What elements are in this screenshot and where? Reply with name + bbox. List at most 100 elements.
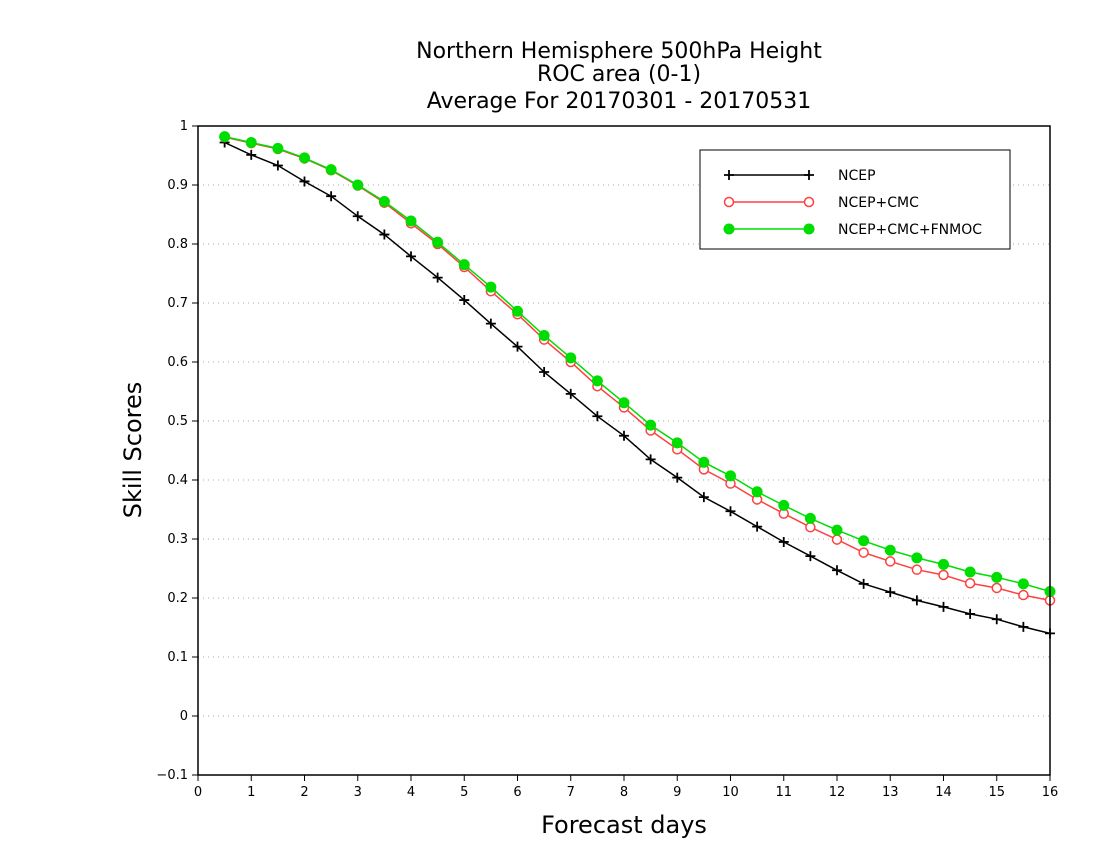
data-point-ncep — [246, 149, 257, 160]
data-point-ncep — [299, 176, 310, 187]
data-point-ncep-cmc-fnmoc — [378, 196, 390, 208]
y-tick-label: 0.5 — [167, 414, 188, 429]
data-point-ncep — [539, 367, 550, 378]
series-ncep-cmc-fnmoc — [219, 131, 1056, 598]
x-tick-label: 16 — [1042, 785, 1059, 800]
data-point-ncep-cmc-fnmoc — [671, 437, 683, 449]
data-point-ncep-cmc-fnmoc — [565, 352, 577, 364]
y-tick-label: 0 — [180, 709, 188, 724]
data-point-ncep — [938, 601, 949, 612]
plot-frame — [197, 125, 1051, 776]
x-tick-label: 0 — [194, 785, 202, 800]
data-point-ncep — [406, 251, 416, 262]
data-point-ncep — [326, 191, 337, 202]
y-tick-label: 0.6 — [167, 355, 188, 370]
y-tick-label: 0.1 — [167, 650, 188, 665]
x-tick-label: 3 — [354, 785, 362, 800]
axis-ticks: −0.100.10.20.30.40.50.60.70.80.910 1 2 3 4 5 6… — [156, 119, 1058, 800]
data-point-ncep — [752, 521, 763, 532]
legend-marker-ncep-cmc — [803, 196, 815, 208]
x-tick-label: 1 — [247, 785, 255, 800]
data-point-ncep-cmc-fnmoc — [538, 329, 550, 341]
data-point-ncep-cmc-fnmoc — [938, 558, 949, 570]
y-tick-label: 0.8 — [167, 237, 188, 252]
chart-title-line-3: Average For 20170301 - 20170531 — [427, 89, 812, 114]
data-point-ncep — [725, 506, 736, 517]
x-tick-label: 9 — [673, 785, 681, 800]
x-tick-label: 7 — [567, 785, 575, 800]
series-ncep — [219, 137, 1055, 639]
data-point-ncep-cmc — [831, 534, 843, 545]
y-tick-label: 0.4 — [167, 473, 188, 488]
data-point-ncep-cmc-fnmoc — [831, 524, 843, 536]
data-point-ncep — [645, 454, 656, 465]
data-point-ncep-cmc — [1018, 589, 1029, 601]
data-point-ncep — [592, 411, 603, 422]
x-tick-label: 12 — [829, 785, 846, 800]
x-tick-label: 2 — [300, 785, 308, 800]
data-point-ncep-cmc-fnmoc — [219, 131, 231, 143]
y-tick-label: 0.7 — [167, 296, 188, 311]
data-point-ncep-cmc-fnmoc — [512, 305, 523, 317]
legend-label-ncep-cmc-fnmoc: NCEP+CMC+FNMOC — [838, 222, 982, 238]
data-point-ncep-cmc-fnmoc — [964, 566, 976, 578]
data-point-ncep — [565, 388, 576, 399]
data-point-ncep — [352, 211, 363, 222]
y-tick-label: 0.9 — [167, 178, 188, 193]
data-point-ncep-cmc-fnmoc — [245, 137, 257, 149]
x-tick-label: 6 — [513, 785, 521, 800]
data-point-ncep-cmc — [911, 564, 923, 575]
data-point-ncep-cmc — [991, 582, 1002, 594]
data-point-ncep-cmc-fnmoc — [991, 571, 1003, 583]
plot-series — [219, 131, 1056, 639]
y-tick-label: 0.3 — [167, 532, 188, 547]
y-axis-label: Skill Scores — [119, 382, 147, 519]
data-point-ncep-cmc-fnmoc — [405, 215, 417, 227]
x-tick-label: 5 — [460, 785, 468, 800]
legend-marker-ncep-cmc-fnmoc — [723, 223, 735, 235]
data-point-ncep-cmc-fnmoc — [272, 142, 284, 154]
data-point-ncep-cmc-fnmoc — [485, 281, 497, 293]
x-tick-label: 14 — [935, 785, 952, 800]
data-point-ncep-cmc-fnmoc — [698, 456, 710, 468]
y-tick-label: 0.2 — [167, 591, 188, 606]
data-point-ncep-cmc-fnmoc — [804, 512, 816, 524]
data-point-ncep-cmc-fnmoc — [299, 152, 310, 164]
legend-marker-ncep-cmc — [723, 196, 735, 208]
data-point-ncep — [1018, 621, 1029, 632]
data-point-ncep — [459, 295, 470, 306]
series-line-ncep — [224, 141, 1051, 635]
data-point-ncep-cmc-fnmoc — [725, 470, 736, 482]
data-point-ncep — [778, 536, 789, 547]
legend-label-ncep-cmc: NCEP+CMC — [838, 195, 919, 211]
data-point-ncep-cmc-fnmoc — [458, 259, 470, 271]
data-point-ncep — [885, 587, 896, 598]
data-point-ncep — [698, 492, 709, 503]
data-point-ncep-cmc-fnmoc — [858, 535, 870, 547]
data-point-ncep-cmc-fnmoc — [1017, 578, 1029, 590]
data-point-ncep-cmc-fnmoc — [325, 164, 337, 176]
data-point-ncep — [619, 430, 629, 441]
data-point-ncep-cmc-fnmoc — [352, 179, 364, 191]
data-point-ncep-cmc-fnmoc — [751, 486, 763, 498]
chart-title-line-1: Northern Hemisphere 500hPa Height — [416, 39, 822, 64]
x-tick-label: 8 — [620, 785, 628, 800]
legend: NCEP NCEP+CMC NCEP+CMC+FNMOC — [699, 149, 1011, 250]
data-point-ncep — [485, 318, 496, 329]
data-point-ncep-cmc-fnmoc — [884, 544, 896, 556]
x-tick-label: 13 — [882, 785, 899, 800]
data-point-ncep — [432, 272, 443, 283]
grid-lines — [198, 184, 1050, 717]
data-point-ncep — [272, 160, 283, 171]
data-point-ncep — [858, 578, 869, 589]
data-point-ncep — [672, 472, 683, 483]
data-point-ncep — [512, 341, 523, 352]
data-point-ncep-cmc-fnmoc — [432, 236, 444, 248]
data-point-ncep — [911, 595, 922, 606]
x-tick-label: 10 — [722, 785, 739, 800]
legend-entries: NCEP NCEP+CMC NCEP+CMC+FNMOC — [723, 168, 982, 238]
data-point-ncep — [832, 565, 842, 576]
data-point-ncep-cmc-fnmoc — [645, 419, 657, 431]
